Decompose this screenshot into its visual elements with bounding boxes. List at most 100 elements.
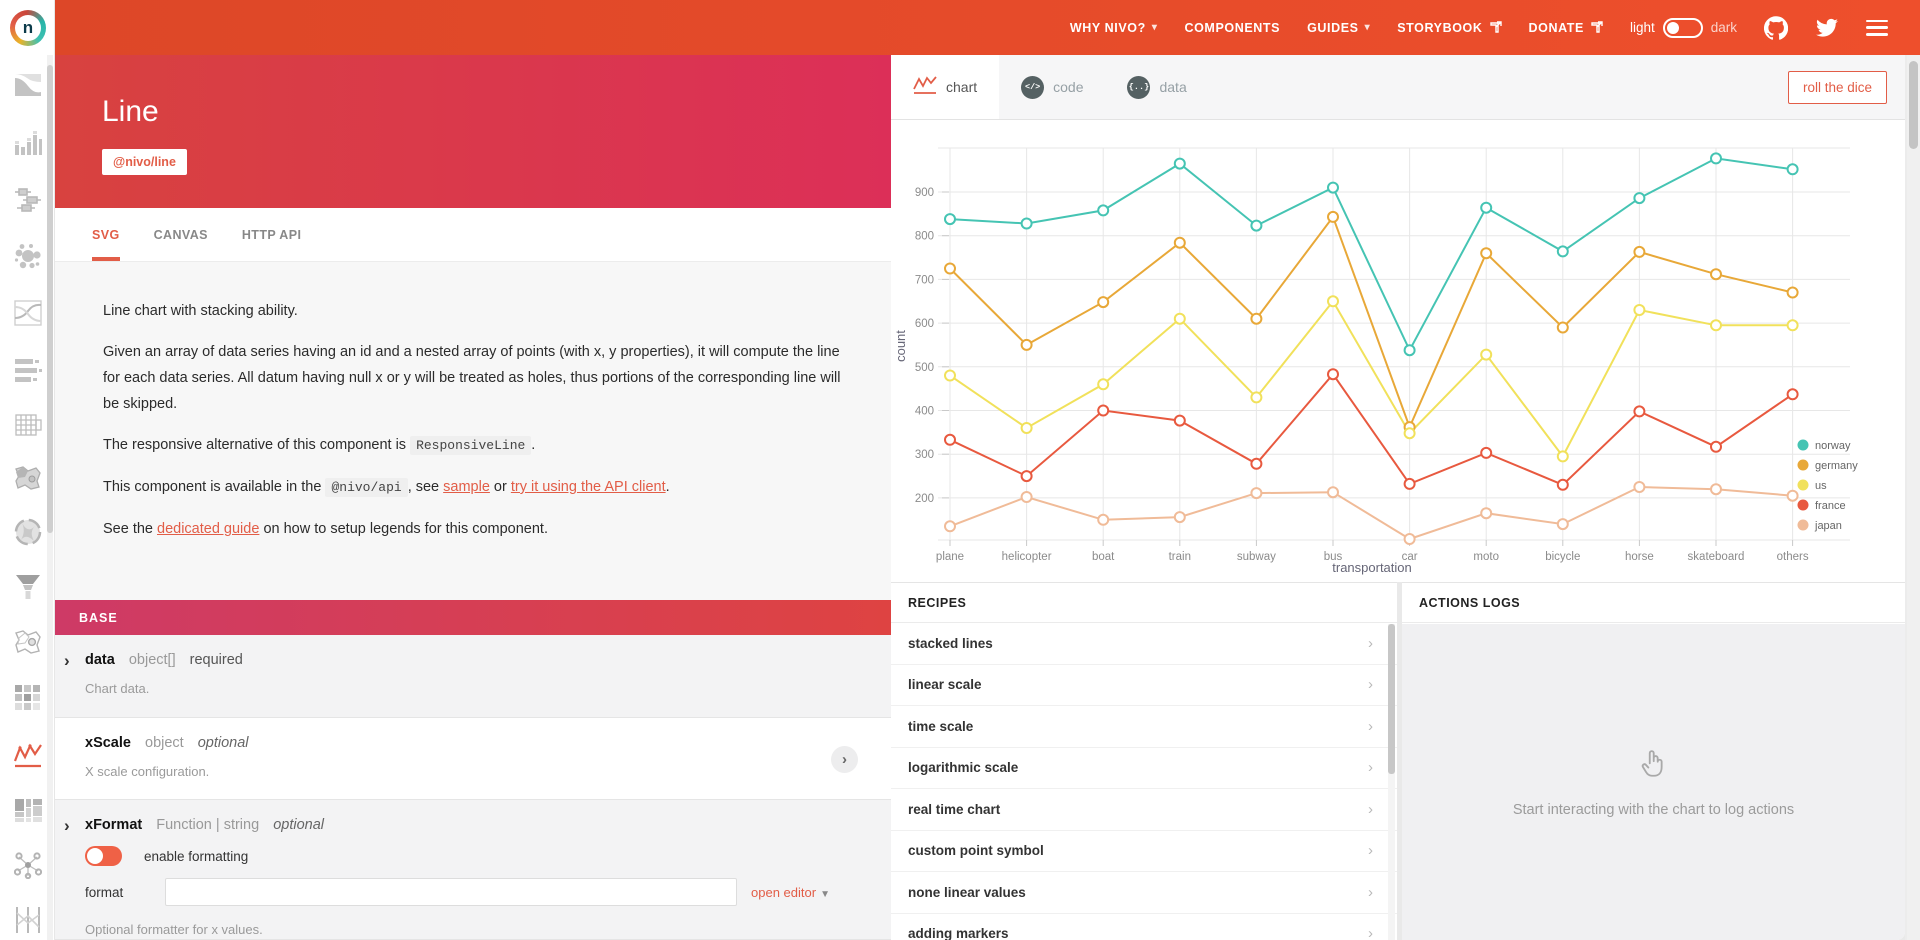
- line-chart[interactable]: plane helicopter boat train subway bus car moto…: [891, 120, 1905, 575]
- chevron-right-icon: ›: [1368, 676, 1373, 694]
- svg-text:800: 800: [915, 231, 934, 243]
- enable-formatting-toggle[interactable]: [85, 846, 122, 866]
- tab-code[interactable]: </> code: [999, 55, 1105, 119]
- tab-data[interactable]: {..} data: [1105, 55, 1208, 119]
- prop-description: Optional formatter for x values.: [85, 922, 263, 937]
- chord-icon[interactable]: [13, 517, 43, 547]
- chevron-right-icon: ›: [1368, 925, 1373, 940]
- external-link-icon: [1590, 21, 1603, 34]
- recipe-time-scale[interactable]: time scale ›: [891, 706, 1397, 748]
- bar-chart-icon[interactable]: [13, 128, 43, 158]
- nav-donate-label: DONATE: [1528, 20, 1584, 35]
- nivo-logo[interactable]: n: [10, 10, 46, 46]
- marimekko-icon[interactable]: [13, 795, 43, 825]
- prop-description: X scale configuration.: [85, 764, 210, 779]
- nav-guides[interactable]: GUIDES ▾: [1307, 21, 1370, 35]
- legends-guide-link[interactable]: dedicated guide: [157, 521, 260, 537]
- svg-text:japan: japan: [1814, 520, 1842, 532]
- svg-text:others: others: [1777, 551, 1809, 563]
- chevron-down-icon: ▼: [820, 888, 830, 900]
- tab-svg[interactable]: SVG: [92, 208, 120, 261]
- theme-toggle-switch[interactable]: [1662, 17, 1703, 38]
- circle-packing-icon[interactable]: [13, 242, 43, 272]
- open-editor-link[interactable]: open editor ▼: [751, 884, 830, 900]
- chevron-down-icon: ▾: [1364, 22, 1371, 33]
- svg-text:plane: plane: [936, 551, 964, 563]
- actions-empty-text: Start interacting with the chart to log …: [1512, 802, 1795, 818]
- line-chart-icon: [913, 75, 937, 98]
- svg-text:skateboard: skateboard: [1688, 551, 1745, 563]
- geomap-icon[interactable]: [13, 627, 43, 657]
- twitter-icon[interactable]: [1815, 16, 1839, 40]
- recipe-linear-scale[interactable]: linear scale ›: [891, 665, 1397, 706]
- menu-icon[interactable]: [1866, 19, 1888, 36]
- theme-toggle: light dark: [1630, 17, 1737, 38]
- line-chart-icon-active[interactable]: [13, 740, 43, 770]
- code-chip: @nivo/api: [325, 478, 408, 497]
- tab-canvas[interactable]: CANVAS: [153, 227, 208, 242]
- base-section-header: BASE: [55, 600, 891, 635]
- boxplot-icon[interactable]: [13, 185, 43, 215]
- calendar-icon[interactable]: [13, 410, 43, 440]
- external-link-icon: [1489, 21, 1502, 34]
- package-badge[interactable]: @nivo/line: [102, 149, 187, 175]
- nav-donate[interactable]: DONATE: [1529, 21, 1603, 35]
- funnel-icon[interactable]: [13, 572, 43, 602]
- area-bump-icon[interactable]: [13, 70, 43, 100]
- flavor-tabs: SVG CANVAS HTTP API: [55, 208, 891, 262]
- expand-chevron-icon[interactable]: ›: [64, 816, 70, 835]
- recipes-scrollbar[interactable]: [1388, 624, 1395, 940]
- svg-text:300: 300: [915, 449, 934, 461]
- bullet-chart-icon[interactable]: [13, 355, 43, 385]
- scrollbar-thumb[interactable]: [47, 65, 53, 533]
- bump-chart-icon[interactable]: [13, 298, 43, 328]
- recipe-stacked-lines[interactable]: stacked lines ›: [891, 623, 1397, 665]
- expand-config-button[interactable]: ›: [831, 746, 858, 773]
- prop-name: xScale: [85, 735, 131, 751]
- prop-row-xscale: xScale object optional X scale configura…: [55, 718, 891, 800]
- format-input[interactable]: [165, 878, 737, 906]
- choropleth-map-icon[interactable]: [13, 463, 43, 493]
- recipe-custom-point-symbol[interactable]: custom point symbol ›: [891, 831, 1397, 872]
- svg-text:400: 400: [915, 406, 934, 418]
- network-icon[interactable]: [13, 850, 43, 880]
- tab-chart[interactable]: chart: [891, 55, 1000, 119]
- recipe-real-time-chart[interactable]: real time chart ›: [891, 789, 1397, 831]
- scrollbar-thumb[interactable]: [1909, 61, 1918, 149]
- chart-types-sidebar: n: [0, 0, 55, 940]
- sidebar-scrollbar[interactable]: [47, 55, 53, 940]
- tab-http-api[interactable]: HTTP API: [241, 227, 302, 242]
- code-icon: </>: [1021, 75, 1045, 99]
- prop-required-flag: required: [189, 652, 243, 668]
- github-icon[interactable]: [1763, 15, 1789, 40]
- chevron-right-icon: ›: [1368, 800, 1373, 818]
- format-label: format: [85, 884, 124, 900]
- sample-link[interactable]: sample: [443, 479, 490, 495]
- scrollbar-thumb[interactable]: [1388, 624, 1395, 774]
- expand-chevron-icon[interactable]: ›: [64, 651, 70, 670]
- nav-components-label: COMPONENTS: [1184, 20, 1281, 35]
- prop-row-data: › data object[] required Chart data.: [55, 635, 891, 718]
- chart-simulator: chart </> code {..} data roll the dice p…: [891, 55, 1905, 940]
- chevron-right-icon: ›: [1368, 717, 1373, 735]
- nav-components[interactable]: COMPONENTS: [1184, 21, 1280, 35]
- svg-text:subway: subway: [1237, 551, 1276, 563]
- braces-icon: {..}: [1127, 75, 1151, 99]
- page-scrollbar[interactable]: [1907, 55, 1920, 940]
- nav-why-nivo[interactable]: WHY NIVO? ▾: [1070, 21, 1158, 35]
- recipe-logarithmic-scale[interactable]: logarithmic scale ›: [891, 748, 1397, 789]
- heatmap-icon[interactable]: [13, 682, 43, 712]
- simulator-tabbar: chart </> code {..} data roll the dice: [891, 55, 1905, 120]
- parallel-coordinates-icon[interactable]: [13, 905, 43, 935]
- svg-text:transportation: transportation: [1332, 560, 1412, 575]
- prop-optional-flag: optional: [197, 735, 249, 751]
- api-client-link[interactable]: try it using the API client: [510, 479, 666, 495]
- toggle-knob: [1666, 21, 1679, 34]
- nav-storybook[interactable]: STORYBOOK: [1397, 21, 1502, 35]
- recipe-none-linear-values[interactable]: none linear values ›: [891, 872, 1397, 914]
- chevron-right-icon: ›: [1368, 883, 1373, 901]
- description-paragraph: See the dedicated guide on how to setup …: [103, 521, 548, 537]
- enable-formatting-label: enable formatting: [144, 848, 249, 864]
- roll-the-dice-button[interactable]: roll the dice: [1787, 71, 1887, 104]
- recipe-adding-markers[interactable]: adding markers ›: [891, 914, 1397, 940]
